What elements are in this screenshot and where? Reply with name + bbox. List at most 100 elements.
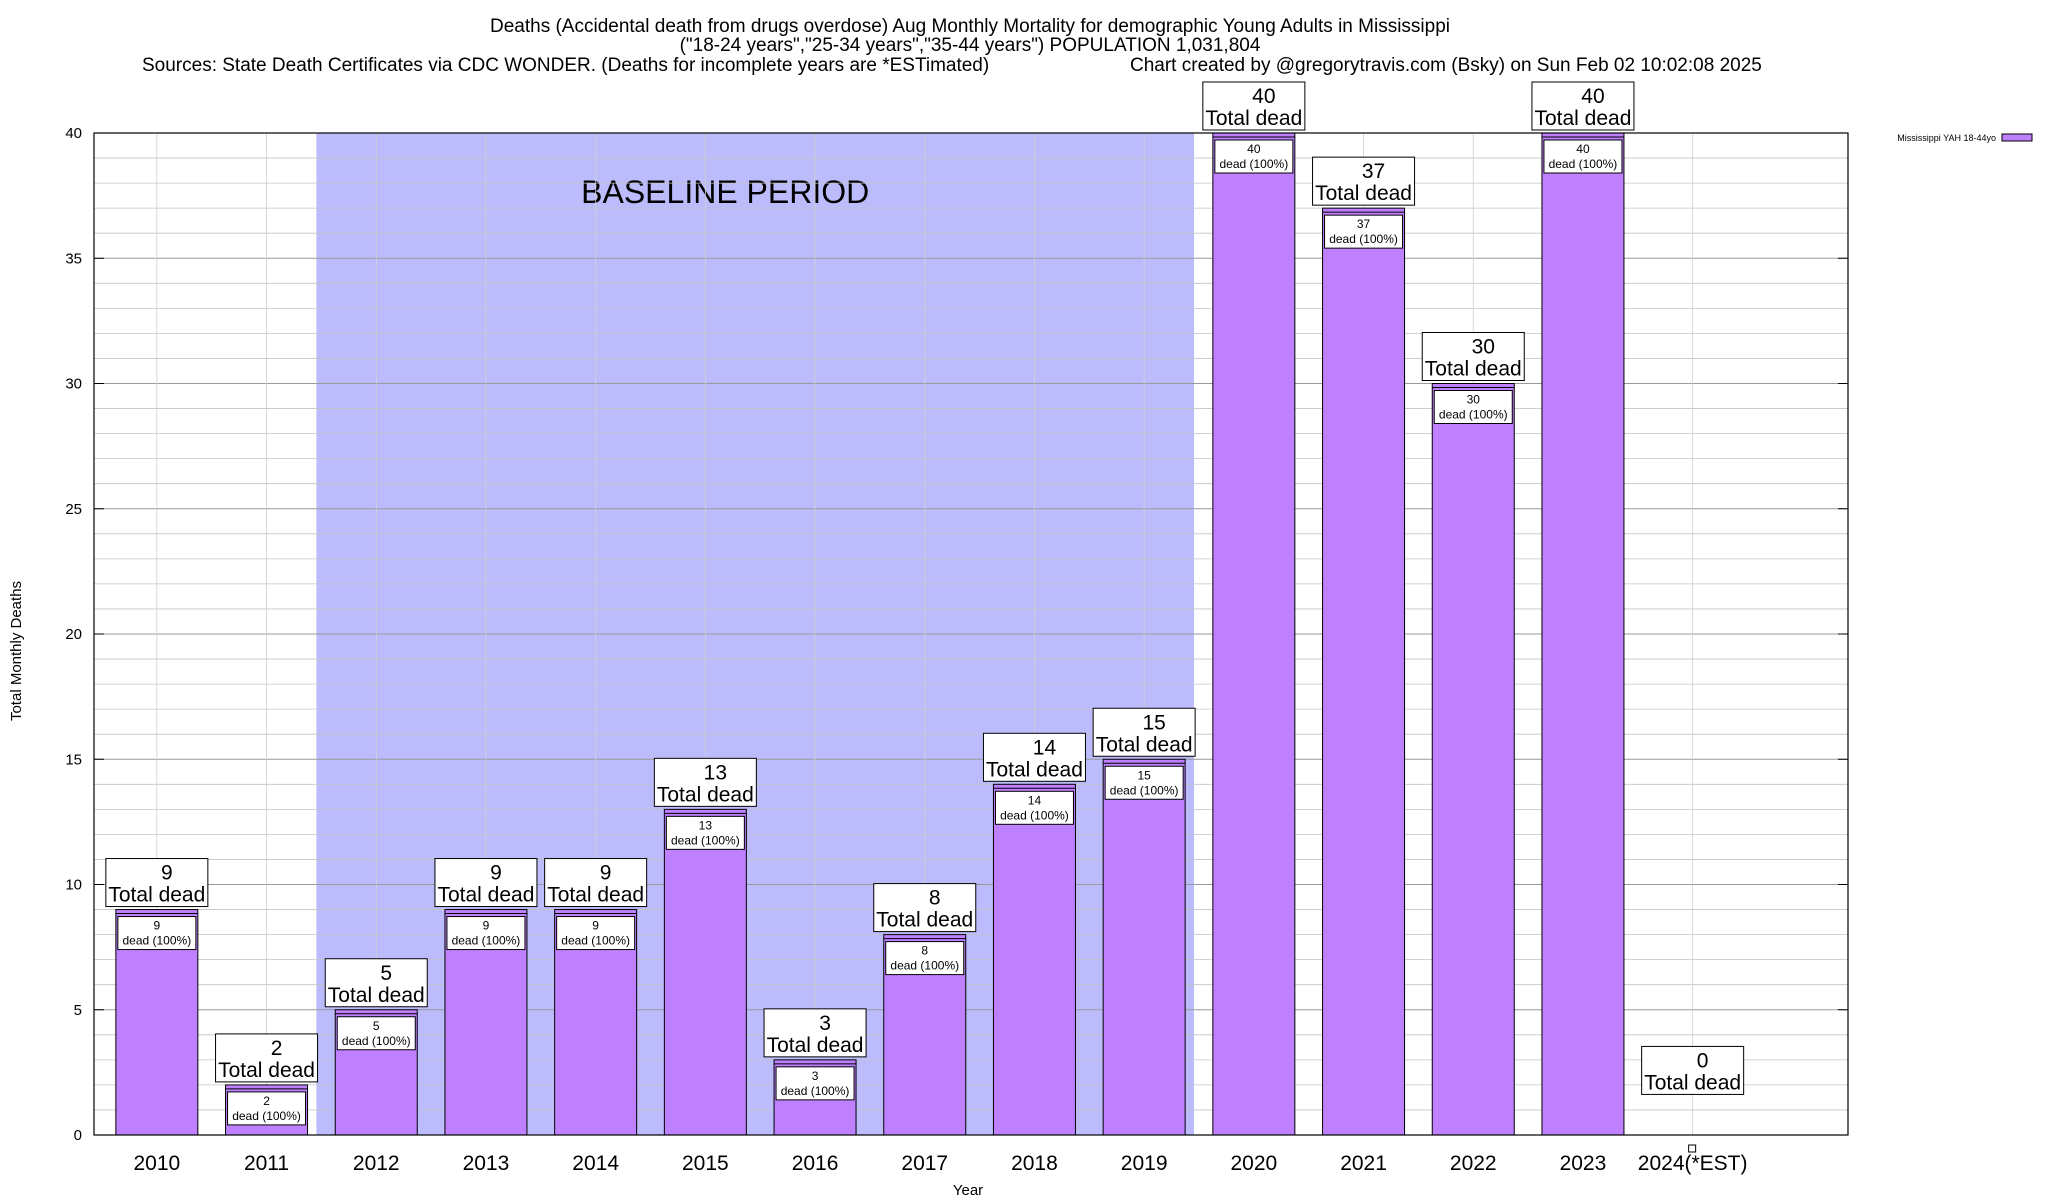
inner-percent-label: dead (100%) bbox=[232, 1109, 301, 1123]
inner-percent-label: dead (100%) bbox=[890, 959, 959, 973]
top-label-box bbox=[544, 858, 648, 908]
x-tick-label: 2018 bbox=[1011, 1152, 1058, 1175]
inner-value-label: 40 bbox=[1247, 142, 1261, 156]
inner-value-label: 2 bbox=[263, 1094, 270, 1108]
top-total-label: Total dead bbox=[986, 758, 1083, 781]
bar bbox=[1541, 132, 1625, 1136]
top-label-box bbox=[1421, 332, 1525, 381]
top-value-label: 5 bbox=[380, 962, 392, 985]
chart-titles: Deaths (Accidental death from drugs over… bbox=[142, 16, 1762, 76]
chart-sources: Sources: State Death Certificates via CD… bbox=[142, 55, 989, 76]
inner-value-label: 5 bbox=[373, 1019, 380, 1033]
inner-percent-label: dead (100%) bbox=[1219, 157, 1288, 171]
y-tick-label: 10 bbox=[65, 877, 82, 894]
top-label-box bbox=[215, 1033, 319, 1083]
inner-label-box bbox=[1214, 139, 1294, 174]
bar bbox=[1212, 132, 1296, 1136]
top-total-label: Total dead bbox=[1644, 1071, 1741, 1094]
inner-label-box bbox=[227, 1091, 307, 1126]
x-tick-label: 2015 bbox=[682, 1152, 729, 1175]
inner-percent-label: dead (100%) bbox=[1439, 408, 1508, 422]
y-tick-label: 15 bbox=[65, 751, 82, 768]
x-tick-label: 2014 bbox=[572, 1152, 619, 1175]
x-tick-label: 2010 bbox=[133, 1152, 180, 1175]
inner-value-label: 14 bbox=[1028, 793, 1042, 807]
top-total-label: Total dead bbox=[767, 1034, 864, 1057]
inner-percent-label: dead (100%) bbox=[781, 1084, 850, 1098]
y-tick-label: 40 bbox=[65, 125, 82, 142]
inner-label-box bbox=[885, 941, 965, 976]
top-label-box bbox=[653, 757, 757, 807]
zero-bar-marker bbox=[1688, 1144, 1697, 1153]
top-label-box bbox=[763, 1008, 867, 1058]
top-value-label: 9 bbox=[600, 862, 612, 885]
x-tick-label: 2024(*EST) bbox=[1638, 1152, 1748, 1175]
x-tick-label: 2013 bbox=[463, 1152, 510, 1175]
top-value-label: 9 bbox=[490, 862, 502, 885]
top-value-label: 8 bbox=[929, 887, 941, 910]
y-tick-label: 25 bbox=[65, 501, 82, 518]
top-label-box bbox=[1531, 81, 1635, 131]
x-axis-title: Year bbox=[953, 1182, 983, 1199]
y-tick-label: 5 bbox=[74, 1002, 82, 1019]
inner-label-box bbox=[994, 790, 1074, 825]
top-value-label: 0 bbox=[1697, 1049, 1709, 1072]
top-total-label: Total dead bbox=[876, 909, 973, 932]
inner-label-box bbox=[665, 815, 745, 850]
x-tick-label: 2019 bbox=[1121, 1152, 1168, 1175]
inner-value-label: 30 bbox=[1467, 393, 1481, 407]
top-label-box bbox=[1092, 707, 1196, 757]
inner-value-label: 8 bbox=[921, 944, 928, 958]
top-value-label: 3 bbox=[819, 1012, 831, 1035]
inner-value-label: 9 bbox=[483, 919, 490, 933]
x-tick-label: 2022 bbox=[1450, 1152, 1497, 1175]
inner-label-box bbox=[336, 1016, 416, 1051]
x-tick-label: 2023 bbox=[1560, 1152, 1607, 1175]
inner-percent-label: dead (100%) bbox=[452, 934, 521, 948]
y-axis-title: Total Monthly Deaths bbox=[8, 581, 25, 721]
x-tick-label: 2020 bbox=[1230, 1152, 1277, 1175]
x-tick-label: 2016 bbox=[792, 1152, 839, 1175]
chart-subtitle: ("18-24 years","25-34 years","35-44 year… bbox=[680, 35, 1261, 56]
top-value-label: 14 bbox=[1033, 736, 1057, 759]
inner-value-label: 9 bbox=[592, 919, 599, 933]
top-label-box bbox=[105, 858, 209, 908]
bar bbox=[992, 783, 1076, 1136]
inner-percent-label: dead (100%) bbox=[1110, 783, 1179, 797]
top-label-box bbox=[1312, 156, 1416, 206]
top-label-box bbox=[873, 883, 977, 933]
top-label-box bbox=[324, 958, 428, 1008]
top-total-label: Total dead bbox=[218, 1059, 315, 1082]
inner-percent-label: dead (100%) bbox=[342, 1034, 411, 1048]
top-label-box bbox=[1202, 81, 1306, 131]
x-tick-label: 2012 bbox=[353, 1152, 400, 1175]
top-total-label: Total dead bbox=[108, 884, 205, 907]
x-tick-label: 2011 bbox=[244, 1152, 289, 1175]
inner-label-box bbox=[1543, 139, 1623, 174]
legend-swatch bbox=[2001, 133, 2033, 142]
bar bbox=[663, 808, 747, 1136]
legend: Mississippi YAH 18-44yo bbox=[1897, 133, 2033, 143]
inner-value-label: 40 bbox=[1576, 142, 1590, 156]
top-label-box bbox=[1641, 1045, 1745, 1095]
top-value-label: 15 bbox=[1142, 711, 1165, 734]
top-label-box bbox=[434, 858, 538, 908]
y-tick-label: 35 bbox=[65, 250, 82, 267]
top-value-label: 40 bbox=[1581, 85, 1604, 108]
top-total-label: Total dead bbox=[657, 783, 754, 806]
y-tick-label: 30 bbox=[65, 376, 82, 393]
inner-label-box bbox=[1433, 390, 1513, 424]
inner-value-label: 37 bbox=[1357, 217, 1371, 231]
bar bbox=[1431, 383, 1515, 1136]
top-total-label: Total dead bbox=[328, 984, 425, 1007]
